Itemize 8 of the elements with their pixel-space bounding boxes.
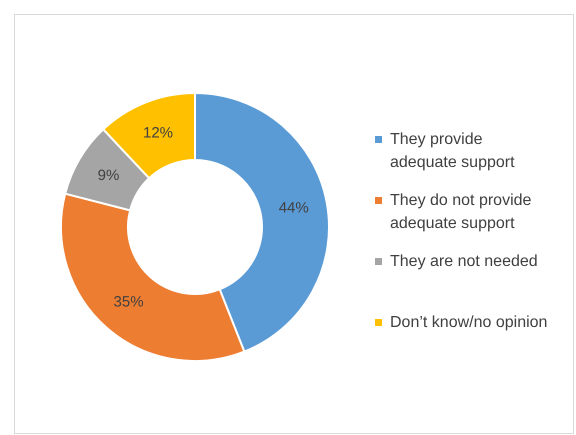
data-label: 9% [98, 166, 120, 184]
data-label: 35% [114, 294, 144, 311]
legend-label: They do not provide adequate support [390, 191, 532, 234]
legend-label: They provide adequate support [390, 130, 516, 173]
data-label: 12% [142, 124, 174, 142]
legend-label: Don’t know/no opinion [390, 313, 548, 333]
data-label: 44% [278, 199, 309, 216]
legend-label: They are not needed [390, 252, 539, 272]
